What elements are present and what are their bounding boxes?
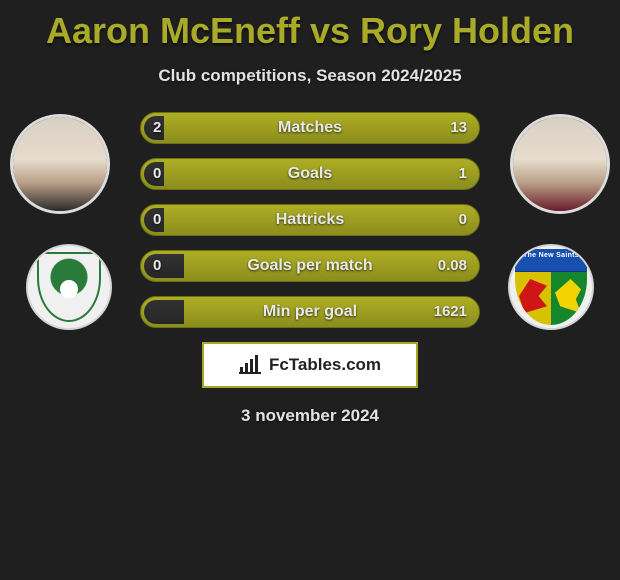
stat-right-value: 1621	[434, 297, 467, 327]
lion-icon	[555, 279, 581, 313]
stat-row-goals-per-match: 0 Goals per match 0.08	[140, 250, 480, 282]
stat-label: Goals per match	[141, 251, 479, 281]
page-title: Aaron McEneff vs Rory Holden	[0, 0, 620, 52]
stat-label: Matches	[141, 113, 479, 143]
bar-chart-icon	[239, 356, 261, 374]
crest-right-label: The New Saints	[515, 252, 587, 259]
stat-right-value: 0	[459, 205, 467, 235]
club-left-crest	[26, 244, 112, 330]
subtitle: Club competitions, Season 2024/2025	[0, 66, 620, 86]
stat-right-value: 0.08	[438, 251, 467, 281]
stats-list: 2 Matches 13 0 Goals 1 0 Hattricks 0 0 G…	[140, 112, 480, 328]
stat-label: Goals	[141, 159, 479, 189]
comparison-panel: The New Saints 2 Matches 13 0 Goals 1 0 …	[0, 112, 620, 426]
stat-label: Min per goal	[141, 297, 479, 327]
snapshot-date: 3 november 2024	[0, 406, 620, 426]
brand-badge: FcTables.com	[202, 342, 418, 388]
new-saints-crest-icon: The New Saints	[515, 249, 587, 325]
avatar-placeholder	[513, 117, 607, 211]
shamrock-rovers-crest-icon	[37, 252, 101, 322]
stat-label: Hattricks	[141, 205, 479, 235]
avatar-placeholder	[13, 117, 107, 211]
stat-right-value: 1	[459, 159, 467, 189]
stat-row-goals: 0 Goals 1	[140, 158, 480, 190]
stat-row-matches: 2 Matches 13	[140, 112, 480, 144]
club-right-crest: The New Saints	[508, 244, 594, 330]
brand-text: FcTables.com	[269, 355, 381, 375]
stat-row-min-per-goal: Min per goal 1621	[140, 296, 480, 328]
dragon-icon	[519, 279, 547, 313]
stat-right-value: 13	[450, 113, 467, 143]
stat-row-hattricks: 0 Hattricks 0	[140, 204, 480, 236]
player-left-avatar	[10, 114, 110, 214]
player-right-avatar	[510, 114, 610, 214]
